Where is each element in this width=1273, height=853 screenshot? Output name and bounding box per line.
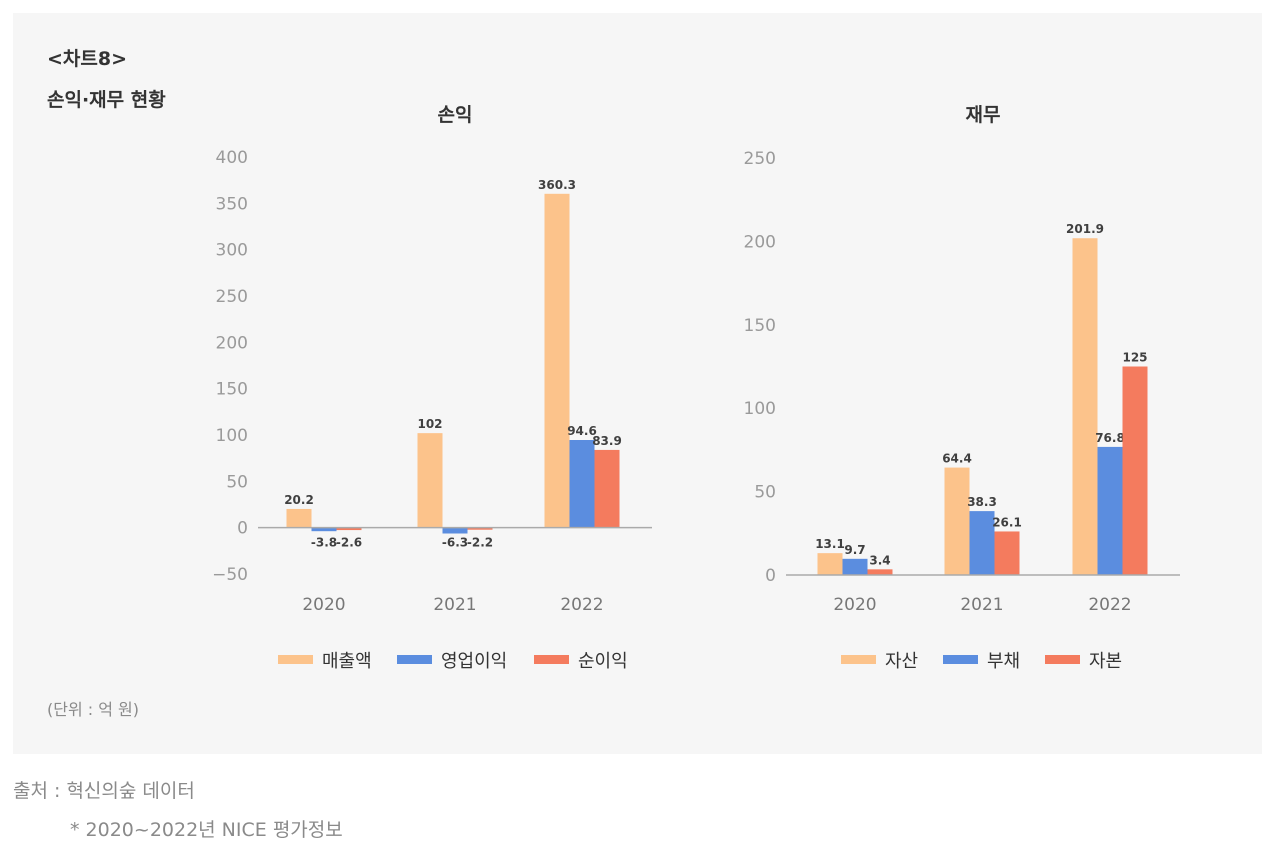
y-tick-label: 300	[216, 241, 248, 261]
y-tick-label: 400	[216, 148, 248, 168]
y-tick-label: 350	[216, 194, 248, 214]
data-label: -6.3	[442, 536, 468, 550]
data-label: 38.3	[967, 495, 997, 509]
y-tick-label: 100	[744, 399, 776, 419]
data-label: 13.1	[815, 537, 845, 551]
bar	[311, 527, 337, 532]
data-label: 102	[417, 417, 442, 431]
data-label: 3.4	[869, 553, 890, 567]
x-tick-label: 2020	[833, 595, 876, 615]
legend-label: 부채	[987, 651, 1020, 672]
legend-swatch	[841, 655, 876, 664]
legend-swatch	[1045, 655, 1080, 664]
bar	[994, 531, 1020, 575]
legend-label: 매출액	[322, 651, 372, 672]
unit-note: (단위 : 억 원)	[47, 700, 140, 719]
bar	[969, 511, 995, 575]
data-label: 201.9	[1066, 222, 1104, 236]
y-tick-label: 100	[216, 426, 248, 446]
data-label: 94.6	[567, 424, 597, 438]
data-label: 360.3	[538, 178, 576, 192]
chart-2: 재무 0 50 100 150 200 250 13.1 64.4 201.9 9.7 38.3 76.…	[744, 104, 1180, 672]
y-tick-label: 50	[754, 483, 776, 503]
y-tick-label: 0	[765, 566, 776, 586]
data-label: 9.7	[844, 543, 865, 557]
data-label: -3.8	[311, 536, 337, 550]
footnote-line: * 2020~2022년 NICE 평가정보	[70, 819, 343, 841]
data-label: -2.2	[467, 536, 493, 550]
chart-1: 손익 −50 0 50 100 150 200 250 300 350 400 20.2 102 360.…	[212, 104, 652, 672]
y-tick-label: 250	[216, 287, 248, 307]
data-label: -2.6	[336, 536, 362, 550]
legend-swatch	[278, 655, 313, 664]
bar	[544, 193, 570, 528]
bar	[817, 553, 843, 575]
x-tick-label: 2021	[960, 595, 1003, 615]
page-title: 손익·재무 현황	[47, 89, 166, 111]
legend-swatch	[943, 655, 978, 664]
bar	[867, 569, 893, 575]
bar	[417, 433, 443, 528]
x-tick-label: 2021	[433, 595, 476, 615]
source-line: 출처 : 혁신의숲 데이터	[13, 780, 195, 802]
x-tick-label: 2022	[560, 595, 603, 615]
bar	[569, 440, 595, 528]
bar	[944, 467, 970, 575]
legend-swatch	[397, 655, 432, 664]
bar	[594, 449, 620, 528]
legend-label: 자산	[885, 651, 918, 672]
bar	[442, 527, 468, 534]
chart-title: 재무	[966, 104, 1001, 126]
y-tick-label: 150	[744, 316, 776, 336]
data-label: 64.4	[942, 452, 972, 466]
y-tick-label: −50	[212, 565, 248, 585]
y-tick-label: 200	[744, 232, 776, 252]
bar	[1122, 366, 1148, 575]
legend-label: 자본	[1089, 651, 1122, 672]
bar	[286, 508, 312, 528]
chart-panel	[13, 13, 1262, 754]
data-label: 125	[1122, 351, 1147, 365]
y-tick-label: 150	[216, 380, 248, 400]
legend-swatch	[534, 655, 569, 664]
data-label: 76.8	[1095, 431, 1125, 445]
y-tick-label: 250	[744, 149, 776, 169]
legend-label: 영업이익	[441, 651, 507, 672]
x-tick-label: 2022	[1088, 595, 1131, 615]
bar	[1097, 446, 1123, 575]
bar	[1072, 238, 1098, 575]
y-tick-label: 200	[216, 333, 248, 353]
bar	[467, 527, 493, 530]
x-tick-label: 2020	[302, 595, 345, 615]
y-tick-label: 50	[226, 472, 248, 492]
chart-number-label: <차트8>	[47, 48, 128, 70]
y-tick-label: 0	[237, 519, 248, 539]
bar	[842, 558, 868, 575]
bar	[336, 527, 362, 531]
data-label: 83.9	[592, 434, 622, 448]
chart-title: 손익	[438, 104, 473, 126]
legend-label: 순이익	[578, 651, 628, 672]
data-label: 20.2	[284, 493, 314, 507]
data-label: 26.1	[992, 515, 1022, 529]
